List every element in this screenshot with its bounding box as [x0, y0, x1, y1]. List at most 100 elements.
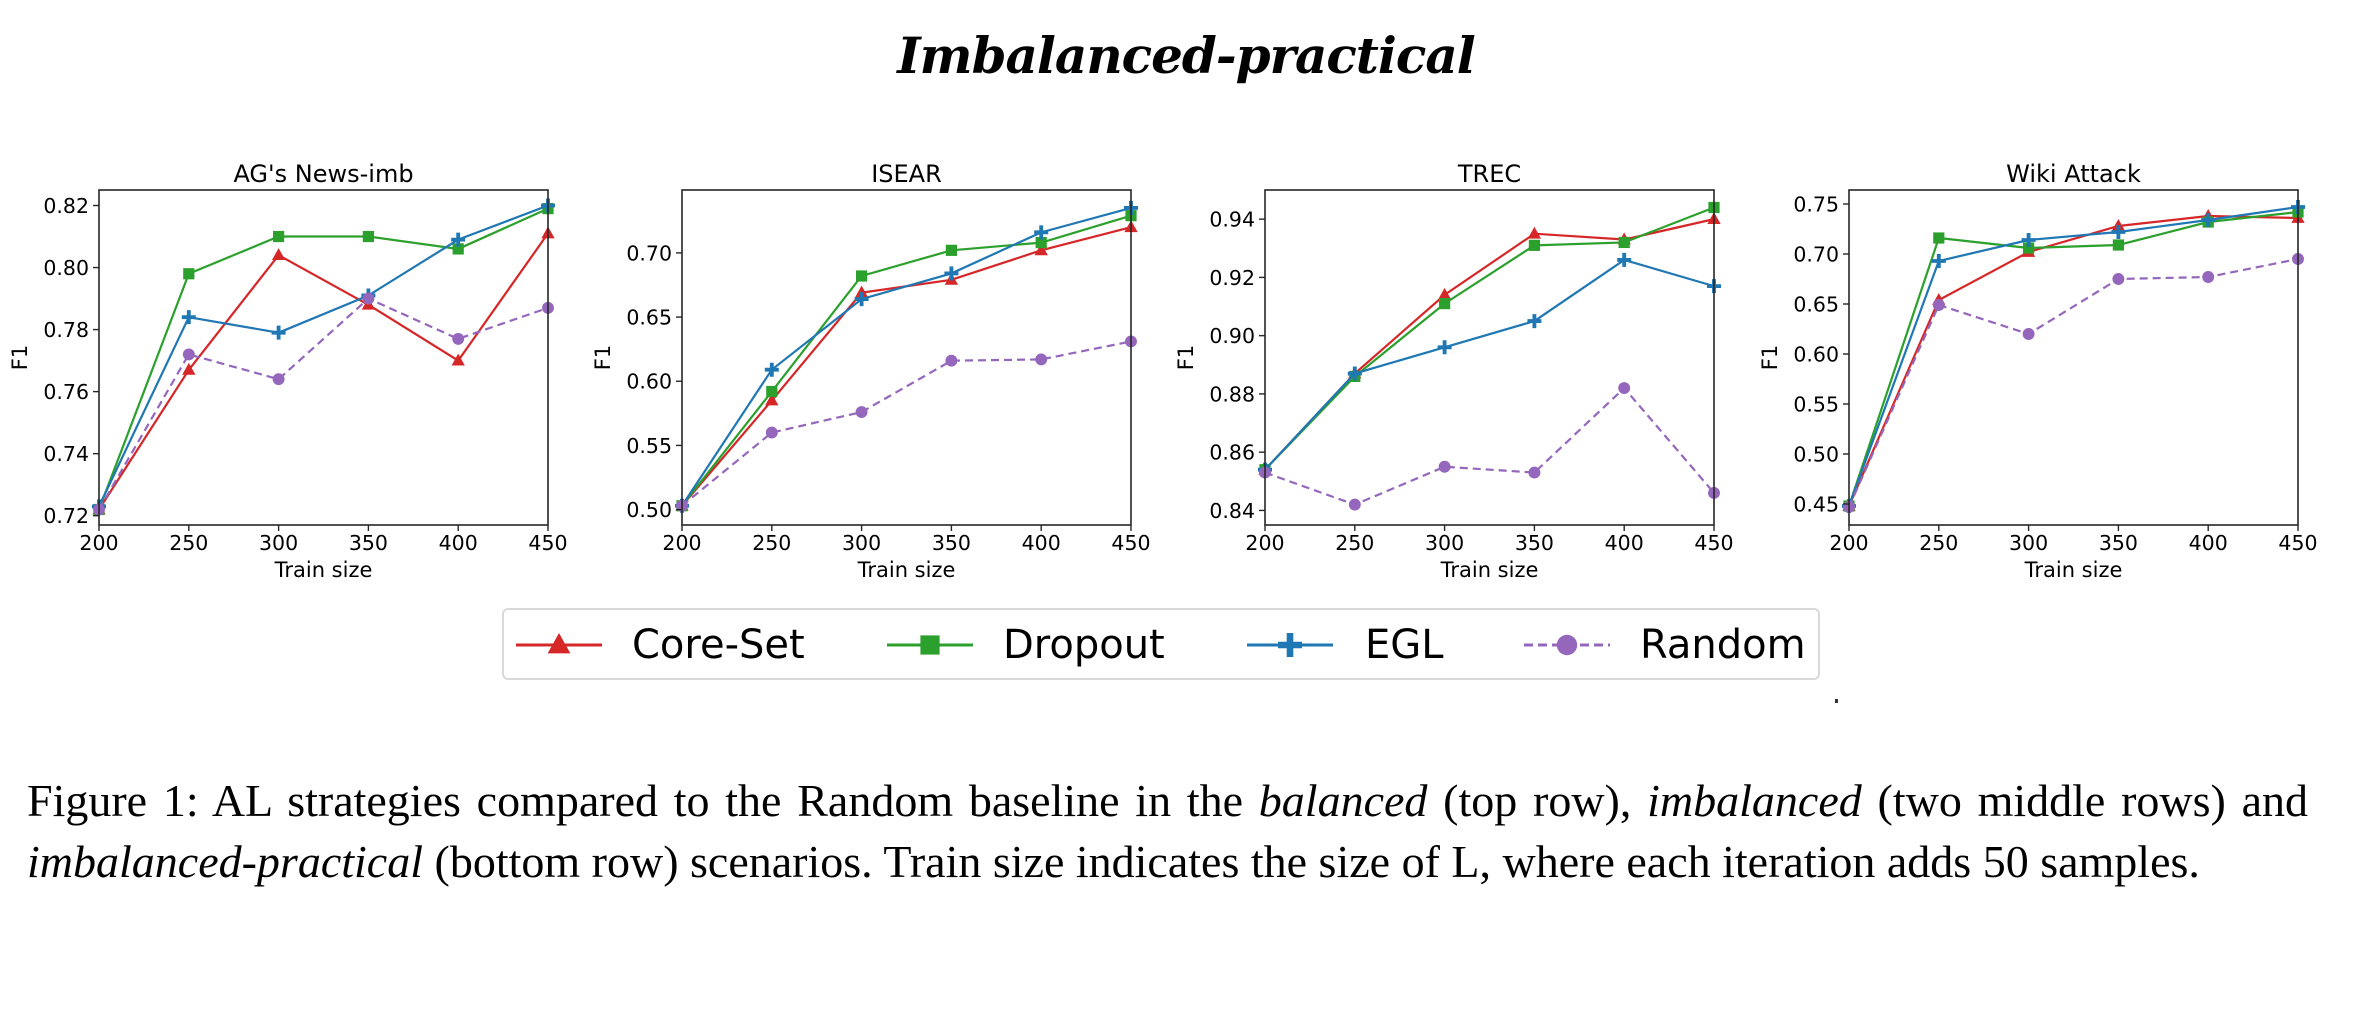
y-axis-label: F1: [591, 345, 615, 370]
data-point-core-set: [2111, 219, 2126, 231]
series-line-egl: [1847, 205, 2299, 507]
x-tick-label: 400: [1605, 531, 1644, 555]
chart-2: TREC 0.84 0.86 0.88 0.90 0.92 0.94 200 250 300 350…: [1174, 160, 1734, 582]
plot-frame: [98, 189, 549, 526]
data-point-dropout: [1528, 239, 1540, 251]
legend-marker: [547, 633, 571, 654]
y-tick-label: 0.70: [626, 241, 672, 265]
figure-caption: Figure 1: AL strategies compared to the …: [27, 770, 2308, 892]
x-tick-label: 200: [79, 531, 118, 555]
y-tick-label: 0.75: [1793, 193, 1839, 217]
y-tick-label: 0.55: [1793, 393, 1839, 417]
legend-item-core-set: Core-Set: [514, 610, 854, 680]
x-tick-label: 250: [1335, 531, 1374, 555]
triangle-marker-icon: [516, 633, 602, 654]
legend-marker: [920, 635, 940, 655]
caption-emphasis: imbalanced-practical: [27, 836, 424, 887]
x-tick-label: 300: [1425, 531, 1464, 555]
data-point-dropout: [856, 270, 868, 282]
y-tick-label: 0.86: [1209, 441, 1255, 465]
data-point-random: [1348, 498, 1361, 511]
legend-label: Dropout: [1003, 622, 1165, 668]
data-point-core-set: [1034, 243, 1048, 256]
y-tick-label: 0.50: [626, 498, 672, 522]
data-point-core-set: [182, 362, 196, 375]
data-point-core-set: [271, 248, 286, 261]
data-point-egl: [451, 232, 466, 247]
x-tick-label: 250: [169, 531, 208, 555]
series-line-egl: [681, 206, 1132, 507]
data-point-egl: [2021, 233, 2036, 247]
x-tick-label: 250: [752, 531, 791, 555]
caption-text: (top row),: [1427, 775, 1648, 826]
data-point-random: [855, 406, 868, 418]
x-tick-label: 250: [1919, 531, 1958, 555]
data-point-egl: [1617, 252, 1632, 267]
series-line-random: [1847, 257, 2299, 508]
data-point-random: [1035, 353, 1048, 366]
plot-frame: [1848, 189, 2299, 526]
y-tick-label: 0.60: [626, 370, 672, 394]
legend-item-random: Random: [1522, 610, 1812, 680]
series-line-random: [1264, 386, 1715, 506]
data-point-egl: [1527, 314, 1542, 329]
chart-title: TREC: [1457, 160, 1521, 188]
series-line-random: [98, 297, 549, 511]
data-point-core-set: [451, 353, 465, 366]
legend-label: EGL: [1365, 622, 1444, 668]
x-tick-label: 450: [1111, 531, 1150, 555]
series-line-random: [681, 340, 1132, 507]
data-point-egl: [1347, 366, 1362, 381]
caption-emphasis: imbalanced: [1647, 775, 1862, 826]
plus-marker-icon: [1247, 633, 1333, 657]
y-tick-label: 0.50: [1793, 443, 1839, 467]
data-point-dropout: [1439, 298, 1451, 310]
series-line-core-set: [1264, 218, 1715, 471]
data-point-random: [945, 354, 958, 367]
series-line-egl: [98, 204, 549, 507]
x-tick-label: 300: [2009, 531, 2048, 555]
plot-frame: [681, 189, 1132, 526]
data-point-egl: [854, 292, 869, 307]
data-point-random: [272, 373, 285, 386]
legend-marker: [1278, 633, 1302, 657]
series-line-dropout: [1847, 210, 2299, 507]
y-tick-label: 0.88: [1209, 382, 1255, 406]
data-point-dropout: [362, 230, 374, 243]
y-tick-label: 0.74: [43, 442, 89, 466]
y-tick-label: 0.72: [43, 504, 89, 528]
x-tick-label: 350: [349, 531, 388, 555]
x-tick-label: 350: [1515, 531, 1554, 555]
data-point-core-set: [1437, 287, 1452, 300]
data-point-dropout: [766, 385, 778, 398]
data-point-egl: [944, 266, 959, 281]
x-tick-label: 350: [2099, 531, 2138, 555]
series-line-core-set: [1847, 214, 2299, 507]
y-axis-label: F1: [8, 345, 32, 370]
data-point-dropout: [1933, 232, 1945, 244]
series-line-dropout: [97, 207, 549, 510]
y-tick-label: 0.45: [1793, 493, 1839, 517]
data-point-egl: [181, 310, 196, 325]
x-tick-label: 300: [259, 531, 298, 555]
caption-emphasis: balanced: [1258, 775, 1428, 826]
legend: Core-Set Dropout EGL Random: [502, 608, 1820, 680]
data-point-random: [1438, 460, 1451, 473]
data-point-core-set: [765, 393, 779, 406]
data-point-random: [452, 332, 465, 345]
data-point-egl: [1437, 340, 1452, 355]
data-point-random: [182, 348, 195, 361]
series-line-dropout: [1264, 206, 1715, 471]
y-tick-label: 0.82: [43, 194, 89, 218]
plot-frame: [1264, 189, 1715, 526]
x-tick-label: 300: [842, 531, 881, 555]
x-axis-label: Train size: [274, 558, 373, 582]
x-axis-label: Train size: [1440, 558, 1539, 582]
data-point-egl: [1931, 254, 1946, 269]
data-point-core-set: [854, 285, 869, 298]
data-point-random: [362, 292, 375, 305]
y-axis-label: F1: [1758, 345, 1782, 370]
y-tick-label: 0.55: [626, 434, 672, 458]
x-tick-label: 350: [932, 531, 971, 555]
y-tick-label: 0.80: [43, 256, 89, 280]
